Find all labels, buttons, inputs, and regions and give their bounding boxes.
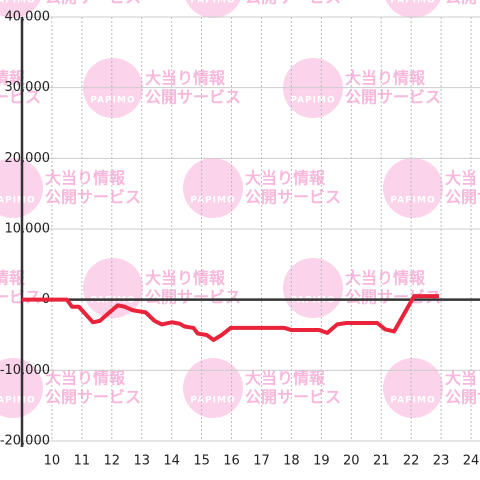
x-tick-label: 12 xyxy=(104,454,121,469)
y-tick-label: 30,000 xyxy=(5,80,51,95)
watermark-text: 大当り情報 xyxy=(45,169,126,188)
watermark-logo xyxy=(0,0,41,18)
watermark-logo-text: PAPIMO xyxy=(0,396,36,406)
watermark-text: 公開サービス xyxy=(345,88,441,107)
watermark-text: 公開サービス xyxy=(445,188,480,207)
watermark-text: 公開サービス xyxy=(345,288,441,307)
watermark-logo xyxy=(385,0,441,18)
watermark-text: 公開サービス xyxy=(445,0,480,7)
watermark-logo-text: PAPIMO xyxy=(90,96,135,106)
watermark-text: 大当り情報 xyxy=(0,69,26,88)
watermark-text: 大当り情報 xyxy=(145,269,226,288)
x-tick-label: 11 xyxy=(74,454,91,469)
x-tick-label: 24 xyxy=(463,454,480,469)
y-tick-label: -20,000 xyxy=(0,434,50,449)
watermark-text: 公開サービス xyxy=(0,288,41,307)
watermark-logo-text: PAPIMO xyxy=(390,396,435,406)
x-tick-label: 18 xyxy=(283,454,300,469)
x-tick-label: 19 xyxy=(313,454,330,469)
x-tick-label: 15 xyxy=(193,454,210,469)
watermark-logo-text: PAPIMO xyxy=(0,196,36,206)
watermark-logo-text: PAPIMO xyxy=(190,396,235,406)
watermark-text: 公開サービス xyxy=(45,0,141,7)
x-tick-label: 20 xyxy=(343,454,360,469)
watermark-text: 大当り情報 xyxy=(245,169,326,188)
x-tick-label: 14 xyxy=(163,454,180,469)
line xyxy=(22,294,439,342)
watermark-logo xyxy=(383,358,443,418)
watermark-text: 大当り情報 xyxy=(0,269,26,288)
watermark-text: 大当り情報 xyxy=(345,69,426,88)
x-tick-label: 17 xyxy=(253,454,270,469)
watermark-text: 公開サービス xyxy=(45,388,141,407)
watermark-logo-text: PAPIMO xyxy=(190,196,235,206)
y-tick-label: 40,000 xyxy=(5,10,51,25)
watermark-logo xyxy=(383,158,443,218)
watermark-text: 公開サービス xyxy=(0,88,41,107)
watermark-logo-text: PAPIMO xyxy=(190,0,235,6)
watermark-logo-text: PAPIMO xyxy=(390,196,435,206)
x-tick-label: 21 xyxy=(373,454,390,469)
x-tick-label: 10 xyxy=(44,454,61,469)
watermark-text: 公開サービス xyxy=(245,0,341,7)
x-tick-label: 13 xyxy=(133,454,150,469)
watermarks: PAPIMO大当り情報公開サービスPAPIMO大当り情報公開サービスPAPIMO… xyxy=(0,0,480,418)
y-tick-label: -10,000 xyxy=(0,363,50,378)
watermark-logo-text: PAPIMO xyxy=(290,96,335,106)
watermark-text: 公開サービス xyxy=(145,288,241,307)
watermark-text: 大当り情報 xyxy=(245,369,326,388)
watermark-logo xyxy=(283,258,343,318)
watermark-text: 大当り情報 xyxy=(145,69,226,88)
watermark-text: 大当り情報 xyxy=(445,169,480,188)
watermark-text: 公開サービス xyxy=(245,188,341,207)
watermark-logo-text: PAPIMO xyxy=(0,0,36,6)
watermark-text: 公開サービス xyxy=(45,188,141,207)
x-tick-label: 23 xyxy=(433,454,450,469)
watermark-text: 公開サービス xyxy=(145,88,241,107)
y-tick-label: 20,000 xyxy=(5,151,51,166)
watermark-text: 公開サービス xyxy=(245,388,341,407)
watermark-logo xyxy=(183,158,243,218)
watermark-logo xyxy=(183,358,243,418)
watermark-text: 大当り情報 xyxy=(345,269,426,288)
watermark-text: 大当り情報 xyxy=(45,369,126,388)
x-tick-label: 16 xyxy=(223,454,240,469)
x-tick-label: 22 xyxy=(403,454,420,469)
watermark-logo xyxy=(185,0,241,18)
watermark-text: 公開サービス xyxy=(445,388,480,407)
y-tick-label: 10,000 xyxy=(5,222,51,237)
watermark-text: 大当り情報 xyxy=(445,369,480,388)
watermark-logo xyxy=(83,258,143,318)
watermark-logo-text: PAPIMO xyxy=(390,0,435,6)
